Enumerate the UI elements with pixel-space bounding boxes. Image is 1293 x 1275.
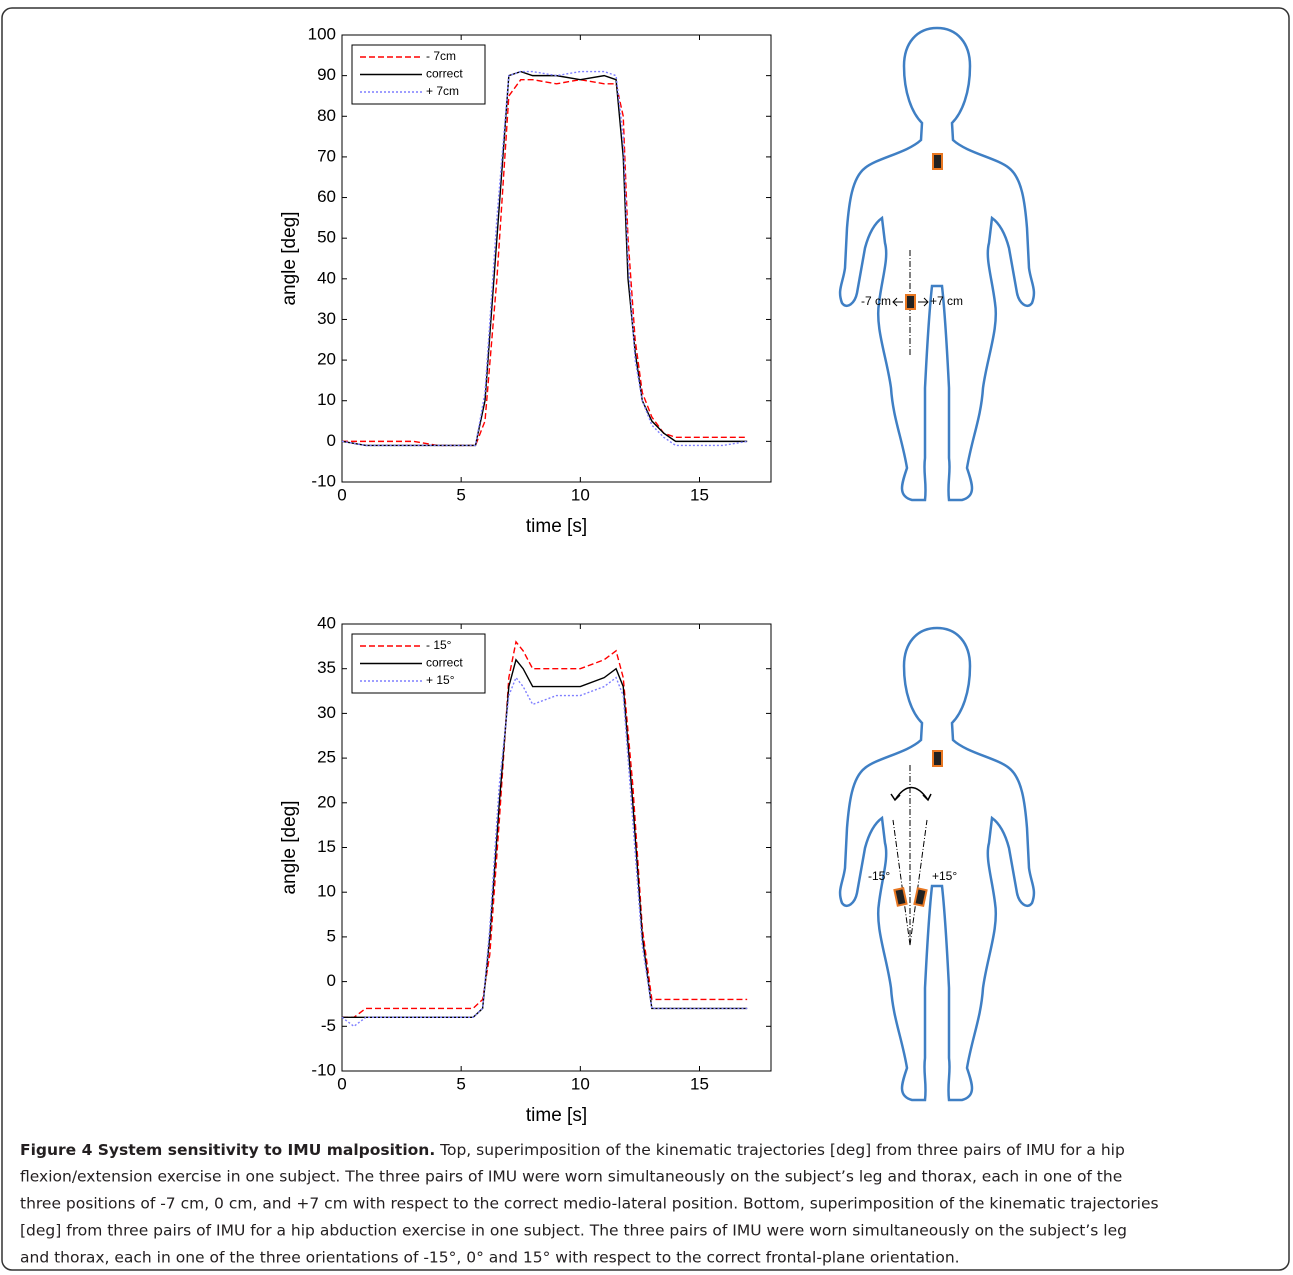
y-tick-label: 40	[317, 613, 336, 632]
y-tick-label: -5	[321, 1016, 336, 1035]
diagram-label: +7 cm	[930, 294, 963, 308]
y-tick-label: 25	[317, 748, 336, 767]
axis-line	[892, 765, 928, 946]
plot-area	[341, 34, 772, 483]
x-tick-label: 5	[456, 485, 465, 504]
legend-label: - 7cm	[426, 49, 456, 63]
series-line	[341, 70, 748, 447]
sensor	[932, 153, 943, 170]
y-tick-label: 35	[317, 658, 336, 677]
y-tick-label: 60	[317, 187, 336, 206]
x-axis-label: time [s]	[526, 516, 587, 537]
caption-line: three positions of -7 cm, 0 cm, and +7 c…	[20, 1195, 1159, 1213]
x-axis-label: time [s]	[526, 1105, 587, 1126]
sensor	[913, 887, 928, 908]
figure-border	[1, 7, 1290, 1271]
plot-area	[341, 623, 772, 1072]
y-tick-label: 20	[317, 350, 336, 369]
series-line	[342, 640, 748, 1019]
x-tick-label: 15	[690, 485, 709, 504]
y-tick-label: 30	[317, 703, 336, 722]
x-tick-label: 5	[456, 1074, 465, 1093]
y-tick-label: 20	[317, 792, 336, 811]
y-tick-label: 90	[317, 65, 336, 84]
caption-line: and thorax, each in one of the three ori…	[20, 1249, 960, 1267]
y-tick-label: 80	[317, 106, 336, 125]
y-tick-label: 30	[317, 309, 336, 328]
series-line	[341, 70, 748, 447]
y-tick-label: -10	[311, 1060, 336, 1079]
y-axis-label: angle [deg]	[279, 211, 300, 305]
arrows	[892, 297, 929, 307]
caption-title: Figure 4 System sensitivity to IMU malpo…	[20, 1141, 435, 1159]
diagram-label: -7 cm	[861, 294, 891, 308]
sensor	[893, 886, 908, 907]
y-axis-label: angle [deg]	[279, 800, 300, 894]
caption-line: [deg] from three pairs of IMU for a hip …	[20, 1222, 1127, 1240]
body-diagram: -15° +15°	[838, 626, 1036, 1102]
caption-text: Top, superimposition of the kinematic tr…	[435, 1141, 1125, 1159]
x-tick-label: 10	[571, 485, 590, 504]
arc-arrow	[890, 786, 932, 802]
y-tick-label: 0	[327, 431, 336, 450]
y-tick-label: 50	[317, 228, 336, 247]
legend-label: - 15°	[426, 638, 452, 652]
legend-label: + 15°	[426, 673, 455, 687]
x-tick-label: 15	[690, 1074, 709, 1093]
caption-line: Figure 4 System sensitivity to IMU malpo…	[20, 1141, 1125, 1159]
y-tick-label: 0	[327, 971, 336, 990]
diagram-label: +15°	[932, 869, 957, 883]
caption-line: flexion/extension exercise in one subjec…	[20, 1168, 1122, 1186]
y-tick-label: 10	[317, 882, 336, 901]
x-tick-label: 0	[337, 485, 346, 504]
x-tick-label: 0	[337, 1074, 346, 1093]
legend-label: + 7cm	[426, 84, 459, 98]
series-line	[341, 676, 748, 1028]
body-diagram: -7 cm +7 cm	[838, 26, 1036, 502]
diagram-label: -15°	[868, 869, 890, 883]
y-tick-label: 15	[317, 837, 336, 856]
y-tick-label: 5	[327, 926, 336, 945]
y-tick-label: -10	[311, 471, 336, 490]
y-tick-label: 40	[317, 268, 336, 287]
y-tick-label: 10	[317, 390, 336, 409]
sensor	[932, 750, 943, 767]
y-tick-label: 100	[308, 24, 336, 43]
y-tick-label: 70	[317, 146, 336, 165]
legend-label: correct	[426, 656, 463, 670]
x-tick-label: 10	[571, 1074, 590, 1093]
sensor	[905, 294, 916, 310]
legend-label: correct	[426, 67, 463, 81]
